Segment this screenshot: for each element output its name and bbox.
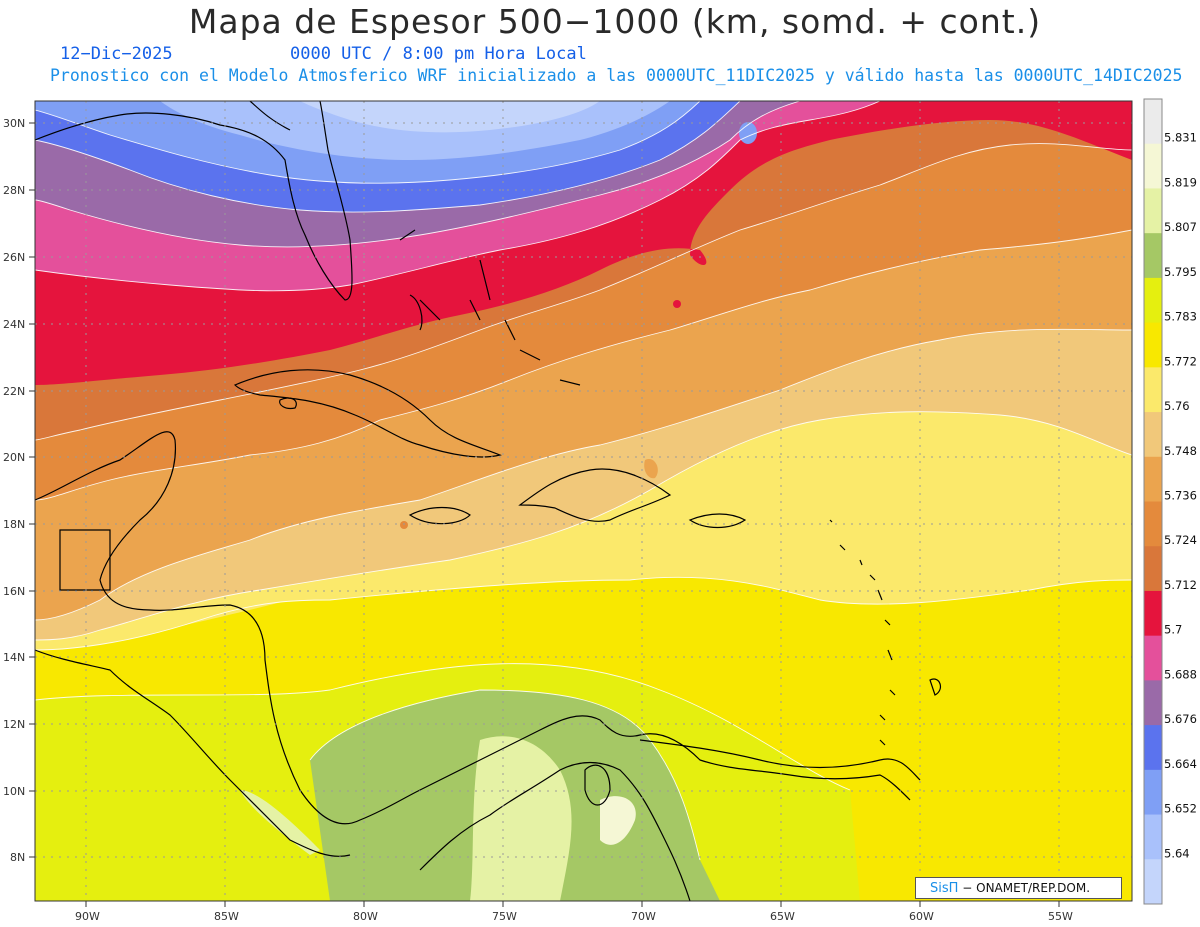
legend-label: 5.712 (1164, 578, 1197, 592)
legend-label: 5.652 (1164, 802, 1197, 816)
legend-label: 5.64 (1164, 846, 1190, 860)
latitude-labels: 30N 28N 26N 24N 22N 20N 18N 16N 14N 12N … (3, 117, 25, 864)
plot-frame (34, 100, 1133, 902)
lon-label: 60W (909, 910, 934, 923)
legend-swatch (1144, 546, 1162, 592)
lat-label: 14N (3, 651, 25, 664)
legend-label: 5.807 (1164, 220, 1197, 234)
lon-label: 85W (214, 910, 239, 923)
color-legend: 5.831 5.819 5.807 5.795 5.783 5.772 5.76 5.748 5… (1143, 98, 1197, 905)
legend-label: 5.783 (1164, 310, 1197, 324)
legend-label: 5.795 (1164, 265, 1197, 279)
lon-label: 55W (1048, 910, 1073, 923)
legend-swatch (1144, 367, 1162, 413)
lat-label: 26N (3, 251, 25, 264)
legend-label: 5.736 (1164, 489, 1197, 503)
legend-swatch (1144, 99, 1162, 145)
lon-label: 90W (75, 910, 100, 923)
legend-swatch (1144, 188, 1162, 234)
legend-label: 5.688 (1164, 667, 1197, 681)
lat-label: 22N (3, 385, 25, 398)
legend-swatch (1144, 635, 1162, 681)
graticule (35, 101, 1132, 901)
lat-label: 18N (3, 518, 25, 531)
legend-swatch (1144, 814, 1162, 860)
legend-frame (1143, 98, 1163, 905)
lat-label: 12N (3, 718, 25, 731)
forecast-date: 12−Dic−2025 (60, 44, 173, 64)
legend-swatch (1144, 456, 1162, 502)
lon-label: 80W (353, 910, 378, 923)
lat-label: 20N (3, 451, 25, 464)
legend-label: 5.676 (1164, 712, 1197, 726)
legend-swatch (1144, 277, 1162, 324)
legend-swatch (1144, 590, 1162, 637)
coastlines (35, 101, 942, 901)
longitude-labels: 90W 85W 80W 75W 70W 65W 60W 55W (75, 910, 1073, 923)
legend-label: 5.76 (1164, 399, 1190, 413)
legend-swatch (1144, 725, 1162, 771)
lat-label: 10N (3, 785, 25, 798)
legend-swatch (1144, 233, 1162, 279)
lon-label: 75W (492, 910, 517, 923)
legend-label: 5.7 (1164, 623, 1182, 637)
sispi-logo: SisΠ (930, 881, 959, 896)
legend-label: 5.831 (1164, 131, 1197, 145)
lat-label: 8N (10, 851, 25, 864)
lon-label: 70W (631, 910, 656, 923)
lat-label: 16N (3, 585, 25, 598)
legend-label: 5.772 (1164, 354, 1197, 368)
legend-swatch (1144, 680, 1162, 726)
legend-label: 5.664 (1164, 757, 1197, 771)
legend-swatch (1144, 412, 1162, 458)
lat-label: 30N (3, 117, 25, 130)
legend-swatch (1144, 769, 1162, 816)
forecast-time: 0000 UTC / 8:00 pm Hora Local (290, 44, 587, 64)
legend-label: 5.748 (1164, 444, 1197, 458)
map-title: Mapa de Espesor 500−1000 (km, somd. + co… (188, 2, 1042, 41)
legend-label: 5.724 (1164, 533, 1197, 547)
forecast-description: Pronostico con el Modelo Atmosferico WRF… (50, 66, 1183, 85)
credit-box: SisΠ − ONAMET/REP.DOM. (915, 877, 1122, 899)
thickness-fill (35, 101, 1132, 901)
lat-label: 28N (3, 184, 25, 197)
legend-swatch (1144, 859, 1162, 905)
legend-label: 5.819 (1164, 175, 1197, 189)
credit-text: − ONAMET/REP.DOM. (962, 881, 1091, 895)
legend-swatch (1144, 143, 1162, 189)
lat-label: 24N (3, 318, 25, 331)
legend-swatch (1144, 501, 1162, 547)
legend-swatch (1144, 322, 1162, 368)
lon-label: 65W (770, 910, 795, 923)
